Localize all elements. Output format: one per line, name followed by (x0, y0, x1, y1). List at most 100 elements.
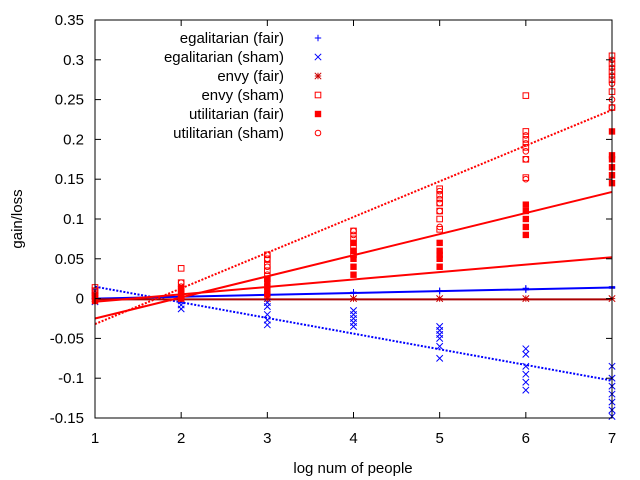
data-point (522, 207, 530, 215)
legend-entry: envy (fair) (217, 68, 322, 85)
data-point (350, 239, 357, 247)
data-point (263, 316, 271, 324)
data-point (350, 255, 357, 262)
x-tick-label: 6 (522, 430, 530, 447)
x-axis-label: log num of people (293, 460, 412, 477)
data-point (522, 295, 530, 303)
y-axis-label: gain/loss (9, 189, 26, 248)
data-point (264, 279, 271, 286)
data-point (349, 295, 358, 303)
data-point (436, 191, 443, 199)
legend-entry: egalitarian (sham) (164, 49, 322, 66)
data-point (264, 283, 271, 290)
series-2-points (91, 287, 616, 420)
legend-marker (314, 53, 322, 61)
data-point (522, 201, 530, 208)
data-point (350, 247, 357, 255)
data-point (522, 140, 530, 147)
data-point (436, 215, 443, 223)
data-point (264, 263, 271, 271)
data-point (264, 287, 271, 294)
x-tick-label: 4 (349, 430, 357, 447)
data-point (264, 275, 271, 282)
data-point (177, 265, 185, 272)
data-point (350, 239, 357, 247)
data-point (350, 231, 357, 239)
legend: egalitarian (fair) egalitarian (sham) envy… (164, 30, 322, 142)
data-points (91, 52, 616, 420)
data-point (263, 310, 271, 319)
data-point (436, 207, 443, 215)
data-point (350, 263, 357, 270)
legend-label: utilitarian (fair) (189, 106, 284, 123)
data-point (177, 287, 185, 294)
data-point (436, 255, 443, 262)
y-tick-label: -0.15 (50, 410, 84, 427)
y-tick-label: 0.25 (55, 92, 84, 109)
data-point (350, 247, 357, 255)
x-tick-label: 3 (263, 430, 271, 447)
y-tick-label: -0.05 (50, 330, 84, 347)
data-point (436, 185, 443, 193)
x-tick-label: 2 (177, 430, 185, 447)
data-point (522, 362, 530, 370)
data-point (522, 92, 530, 99)
plot-frame (94, 19, 613, 419)
x-tick-label: 7 (608, 430, 616, 447)
legend-label: envy (sham) (201, 87, 284, 104)
data-point (263, 295, 271, 303)
data-point (522, 136, 530, 143)
axis-ticks: 1 2 3 4 5 6 7 -0.15 -0.1 -0.05 0 0.05 0.1 0.15 0.2 0.25… (50, 12, 616, 447)
legend-marker (314, 91, 322, 99)
y-tick-label: 0.2 (63, 131, 84, 148)
x-tick-label: 5 (435, 430, 443, 447)
data-point (436, 199, 443, 207)
x-tick-label: 1 (91, 430, 99, 447)
data-point (264, 291, 271, 298)
legend-entry: envy (sham) (201, 87, 322, 104)
data-point (436, 187, 443, 195)
data-point (264, 251, 271, 259)
data-point (522, 156, 530, 163)
data-point (522, 370, 530, 378)
legend-label: egalitarian (sham) (164, 49, 284, 66)
data-point (264, 271, 271, 279)
data-point (522, 175, 530, 183)
data-point (436, 226, 443, 233)
legend-entry: utilitarian (sham) (173, 125, 322, 142)
legend-marker (314, 72, 322, 80)
data-point (436, 287, 443, 294)
data-point (436, 239, 443, 247)
data-point (350, 289, 357, 296)
y-tick-label: 0.35 (55, 12, 84, 29)
data-point (522, 128, 530, 135)
data-point (436, 263, 443, 270)
data-point (522, 345, 530, 353)
data-point (522, 350, 530, 358)
data-point (177, 279, 185, 286)
legend-entry: utilitarian (fair) (189, 106, 322, 123)
legend-label: envy (fair) (217, 68, 284, 85)
data-point (436, 322, 444, 331)
data-point (177, 295, 185, 302)
data-point (436, 223, 443, 231)
data-point (522, 132, 530, 139)
legend-label: utilitarian (sham) (173, 125, 284, 142)
data-point (264, 255, 271, 263)
data-point (436, 342, 444, 350)
data-point (350, 227, 357, 235)
y-tick-label: 0.3 (63, 52, 84, 69)
data-point (522, 386, 530, 394)
data-point (522, 223, 530, 231)
data-point (177, 283, 185, 290)
y-tick-label: -0.1 (58, 370, 84, 387)
y-tick-label: 0.05 (55, 251, 84, 268)
fit-line-2 (94, 285, 613, 382)
y-tick-label: 0.1 (63, 211, 84, 228)
legend-marker (314, 110, 322, 118)
data-point (436, 295, 444, 303)
legend-label: egalitarian (fair) (180, 30, 284, 47)
series-5-points (91, 128, 616, 305)
data-point (522, 285, 530, 292)
